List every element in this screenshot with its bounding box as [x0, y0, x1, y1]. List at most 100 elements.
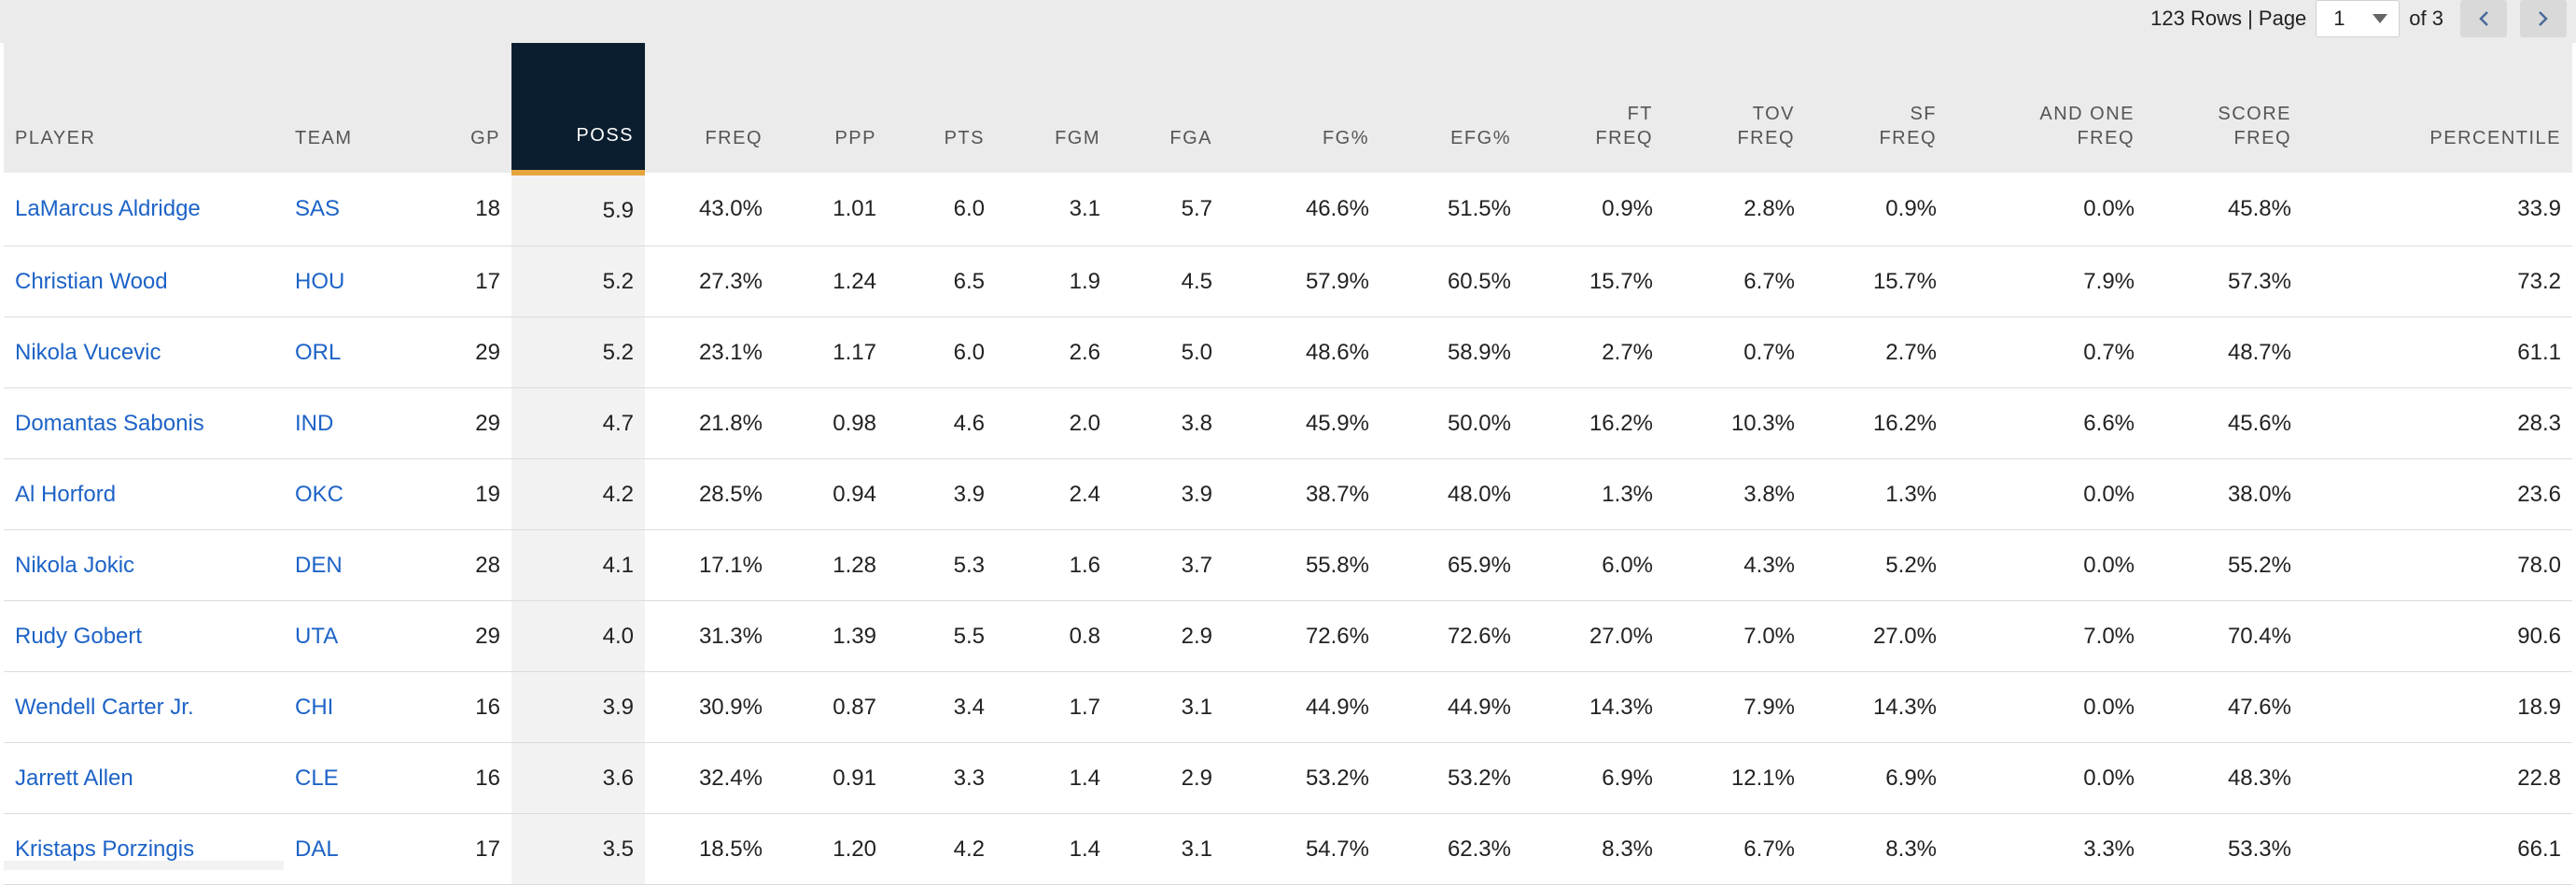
stat-cell-fg: 57.9%: [1224, 246, 1380, 317]
stat-cell-score-freq: 55.2%: [2146, 529, 2303, 601]
column-header-fga[interactable]: FGA: [1112, 43, 1224, 173]
next-page-button[interactable]: [2520, 0, 2567, 37]
stat-cell-pts: 6.5: [888, 246, 996, 317]
stat-cell-percentile: 61.1: [2303, 316, 2572, 388]
column-header-team[interactable]: TEAM: [284, 43, 392, 173]
player-link[interactable]: Al Horford: [15, 481, 117, 507]
stat-cell-and-one-freq: 7.9%: [1948, 246, 2146, 317]
chevron-right-icon: [2539, 11, 2548, 26]
stat-cell-ppp: 1.17: [774, 316, 888, 388]
column-header-sf-freq[interactable]: SF FREQ: [1806, 43, 1948, 173]
column-header-percentile[interactable]: PERCENTILE: [2303, 43, 2572, 173]
player-link[interactable]: Kristaps Porzingis: [15, 836, 195, 862]
team-link[interactable]: CHI: [295, 694, 334, 720]
team-cell: DEN: [284, 529, 392, 601]
table-body: LaMarcus Aldridge SAS 18 5.9 43.0% 1.01 6.0 3.1…: [4, 173, 2572, 885]
stat-cell-score-freq: 45.6%: [2146, 387, 2303, 459]
table-header-row: PLAYER TEAM GP POSS FREQ PPP PTS FGM FGA FG% EFG% F…: [4, 43, 2572, 176]
table-row: Nikola Vucevic ORL 29 5.2 23.1% 1.17 6.0 2.6 5.0…: [4, 316, 2572, 388]
player-link[interactable]: Christian Wood: [15, 268, 168, 294]
column-header-freq[interactable]: FREQ: [645, 43, 774, 173]
stat-cell-fga: 3.8: [1112, 387, 1224, 459]
player-link[interactable]: Nikola Jokic: [15, 552, 135, 578]
team-link[interactable]: SAS: [295, 196, 341, 221]
stat-cell-sf-freq: 1.3%: [1806, 458, 1948, 530]
stat-cell-gp: 29: [392, 600, 511, 672]
stat-cell-tov-freq: 4.3%: [1664, 529, 1806, 601]
player-link[interactable]: LaMarcus Aldridge: [15, 196, 201, 221]
team-link[interactable]: IND: [295, 410, 334, 436]
stat-cell-fg: 54.7%: [1224, 813, 1380, 885]
table-row: Jarrett Allen CLE 16 3.6 32.4% 0.91 3.3 1.4 2.9 5…: [4, 742, 2572, 814]
column-header-efg[interactable]: EFG%: [1380, 43, 1522, 173]
rows-count-label: 123 Rows | Page: [2150, 7, 2307, 30]
prev-page-button[interactable]: [2460, 0, 2507, 37]
team-cell: OKC: [284, 458, 392, 530]
stat-cell-ft-freq: 1.3%: [1522, 458, 1664, 530]
column-header-ppp[interactable]: PPP: [774, 43, 888, 173]
stat-cell-gp: 17: [392, 246, 511, 317]
stat-cell-fg: 44.9%: [1224, 671, 1380, 743]
stat-cell-poss: 3.5: [511, 813, 645, 885]
team-link[interactable]: UTA: [295, 623, 339, 649]
stat-cell-and-one-freq: 0.0%: [1948, 742, 2146, 814]
column-header-poss[interactable]: POSS: [511, 43, 645, 176]
column-header-gp[interactable]: GP: [392, 43, 511, 173]
column-header-tov-freq[interactable]: TOV FREQ: [1664, 43, 1806, 173]
stat-cell-poss: 4.1: [511, 529, 645, 601]
stat-cell-and-one-freq: 0.0%: [1948, 671, 2146, 743]
stat-cell-ppp: 0.87: [774, 671, 888, 743]
stat-cell-efg: 60.5%: [1380, 246, 1522, 317]
team-link[interactable]: OKC: [295, 481, 344, 507]
stat-cell-score-freq: 47.6%: [2146, 671, 2303, 743]
team-link[interactable]: DEN: [295, 552, 343, 578]
stat-cell-ppp: 0.94: [774, 458, 888, 530]
team-cell: IND: [284, 387, 392, 459]
column-header-player[interactable]: PLAYER: [4, 43, 284, 173]
team-link[interactable]: ORL: [295, 339, 342, 365]
column-header-fg[interactable]: FG%: [1224, 43, 1380, 173]
column-header-pts[interactable]: PTS: [888, 43, 996, 173]
stat-cell-poss: 4.2: [511, 458, 645, 530]
stat-cell-gp: 28: [392, 529, 511, 601]
stat-cell-fgm: 2.6: [996, 316, 1112, 388]
stat-cell-efg: 51.5%: [1380, 173, 1522, 246]
team-cell: HOU: [284, 246, 392, 317]
column-header-fgm[interactable]: FGM: [996, 43, 1112, 173]
stat-cell-fgm: 2.0: [996, 387, 1112, 459]
player-link[interactable]: Jarrett Allen: [15, 765, 133, 791]
stat-cell-fgm: 1.6: [996, 529, 1112, 601]
stat-cell-freq: 21.8%: [645, 387, 774, 459]
stat-cell-pts: 3.9: [888, 458, 996, 530]
stat-cell-score-freq: 38.0%: [2146, 458, 2303, 530]
stat-cell-ft-freq: 2.7%: [1522, 316, 1664, 388]
team-link[interactable]: DAL: [295, 836, 339, 862]
stat-cell-percentile: 28.3: [2303, 387, 2572, 459]
team-cell: SAS: [284, 173, 392, 246]
stat-cell-ft-freq: 14.3%: [1522, 671, 1664, 743]
team-link[interactable]: CLE: [295, 765, 339, 791]
player-link[interactable]: Rudy Gobert: [15, 623, 143, 649]
column-header-ft-freq[interactable]: FT FREQ: [1522, 43, 1664, 173]
page-select-value: 1: [2333, 7, 2345, 30]
stat-cell-freq: 32.4%: [645, 742, 774, 814]
stat-cell-fgm: 1.4: [996, 742, 1112, 814]
stat-cell-tov-freq: 2.8%: [1664, 173, 1806, 246]
page-select[interactable]: 1: [2316, 0, 2401, 37]
player-link[interactable]: Domantas Sabonis: [15, 410, 204, 436]
column-header-score-freq[interactable]: SCORE FREQ: [2146, 43, 2303, 173]
team-link[interactable]: HOU: [295, 268, 345, 294]
player-link[interactable]: Nikola Vucevic: [15, 339, 161, 365]
stat-cell-poss: 5.9: [511, 173, 645, 246]
column-header-and-one-freq[interactable]: AND ONE FREQ: [1948, 43, 2146, 173]
stat-cell-pts: 5.5: [888, 600, 996, 672]
stat-cell-gp: 16: [392, 742, 511, 814]
stat-cell-fgm: 2.4: [996, 458, 1112, 530]
stat-cell-ft-freq: 6.0%: [1522, 529, 1664, 601]
stat-cell-fga: 3.9: [1112, 458, 1224, 530]
stat-cell-fga: 3.7: [1112, 529, 1224, 601]
player-link[interactable]: Wendell Carter Jr.: [15, 694, 194, 720]
stat-cell-and-one-freq: 7.0%: [1948, 600, 2146, 672]
stat-cell-efg: 44.9%: [1380, 671, 1522, 743]
stat-cell-tov-freq: 10.3%: [1664, 387, 1806, 459]
